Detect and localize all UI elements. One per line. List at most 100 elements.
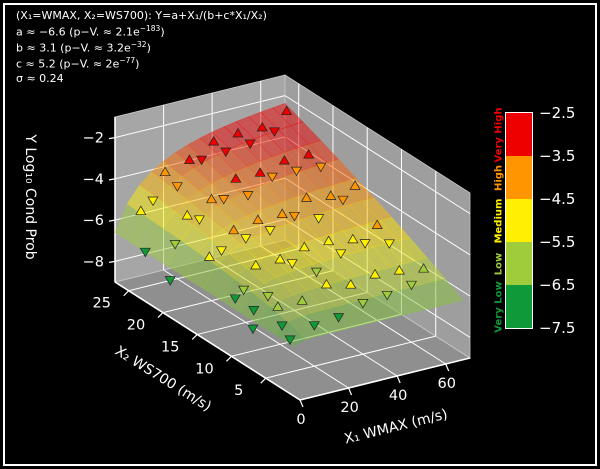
scatter-point <box>300 192 313 202</box>
scatter-point <box>278 155 290 165</box>
z-axis-label: Y Log₁₀ Cond Prob <box>22 134 38 260</box>
scatter-point <box>308 321 320 331</box>
model-param-line: b ≈ 3.1 (p−V. ≈ 3.2e−32) <box>16 39 151 55</box>
scatter-point <box>418 263 430 273</box>
tick-label: −2 <box>83 131 104 147</box>
scatter-point <box>171 182 183 192</box>
colorbar-segment <box>506 285 532 328</box>
colorbar-tick-label: −7.5 <box>539 319 576 337</box>
scatter-point <box>252 214 264 225</box>
scatter-point <box>218 195 230 205</box>
scatter-point <box>244 139 256 150</box>
scatter-point <box>349 180 361 190</box>
colorbar-bar <box>505 112 533 329</box>
scatter-point <box>230 173 242 183</box>
scatter-point <box>276 321 288 331</box>
scatter-point <box>208 136 220 146</box>
scatter-point <box>164 276 176 286</box>
colorbar-segment <box>506 156 532 199</box>
scatter-point <box>280 105 293 116</box>
scatter-point <box>325 190 337 200</box>
scatter-point <box>345 279 357 289</box>
scatter-point <box>337 195 349 206</box>
scatter-point <box>232 127 244 138</box>
scatter-point <box>229 294 241 304</box>
scatter-point <box>266 172 278 183</box>
scatter-point <box>139 247 151 258</box>
scatter-point <box>264 226 276 236</box>
tick-label: 40 <box>389 388 407 404</box>
scatter-point <box>248 306 260 316</box>
tick-labels: 0 20 40 60 5 10 15 20 25 −8 −6 −4 −2 <box>83 131 456 428</box>
scatter-point <box>359 239 371 249</box>
colorbar-tick-label: −2.5 <box>539 104 576 122</box>
scatter-point <box>290 166 303 177</box>
tick-label: 25 <box>92 296 110 312</box>
scatter-point <box>405 280 418 291</box>
tick-label: −4 <box>83 172 104 188</box>
scatter-point <box>381 290 393 301</box>
tick-label: 0 <box>296 412 305 428</box>
scatter-point <box>205 193 218 204</box>
colorbar-tick-label: −5.5 <box>539 233 576 251</box>
scatter-point <box>268 127 281 137</box>
colorbar-category-label: Medium <box>493 198 505 243</box>
scatter-point <box>272 301 284 311</box>
scatter-point <box>220 147 232 158</box>
scatter-point <box>159 166 171 177</box>
scatter-point <box>369 268 381 279</box>
colorbar-tick-label: −4.5 <box>539 190 576 208</box>
scatter-point <box>315 162 327 173</box>
scatter-point <box>228 224 240 235</box>
scatter-point <box>193 215 205 225</box>
colorbar-tick-label: −6.5 <box>539 276 576 294</box>
scatter-point <box>254 167 266 177</box>
scatter-point <box>335 249 347 259</box>
scatter-point <box>298 241 310 252</box>
colorbar-category-label: High <box>493 164 505 191</box>
scatter-point <box>320 278 333 289</box>
tick-label: 60 <box>437 376 455 392</box>
tick-label: 5 <box>234 383 243 399</box>
scatter-points <box>135 105 430 345</box>
colorbar-category-label: Low <box>493 252 505 275</box>
scatter-point <box>181 209 193 220</box>
scatter-point <box>183 154 196 164</box>
scatter-point <box>371 219 383 229</box>
tick-label: 15 <box>161 339 179 355</box>
scatter-point <box>313 214 325 224</box>
model-param-line: c ≈ 5.2 (p−V. ≈ 2e−77) <box>16 55 140 71</box>
model-param-line: a ≈ −6.6 (p−V. ≈ 2.1e−183) <box>16 23 165 39</box>
scatter-point <box>347 233 359 244</box>
scatter-point <box>323 235 335 246</box>
tick-label: 20 <box>340 400 358 416</box>
scatter-point <box>203 251 215 261</box>
axis-edges <box>114 117 471 401</box>
scatter-point <box>262 292 274 302</box>
colorbar-segment <box>506 113 532 156</box>
tick-label: 20 <box>127 318 145 334</box>
scatter-point <box>310 267 323 278</box>
scatter-point <box>195 155 208 166</box>
scatter-point <box>250 259 262 270</box>
tick-label: −8 <box>83 254 104 270</box>
colorbar: Very High High Medium Low Very Low −2.5 −3.5 −4… <box>492 104 592 337</box>
colorbar-category-label: Very Low <box>493 280 505 333</box>
tick-label: 10 <box>195 361 213 377</box>
scatter-point <box>333 313 345 323</box>
scatter-point <box>256 121 268 132</box>
scatter-point <box>240 234 252 244</box>
scatter-point <box>147 196 159 207</box>
scatter-point <box>215 246 228 257</box>
scatter-point <box>296 295 308 305</box>
scatter-point <box>288 211 300 222</box>
scatter-point <box>238 285 250 296</box>
scatter-point <box>303 149 315 159</box>
colorbar-segment <box>506 199 532 242</box>
scatter-point <box>383 239 395 249</box>
colorbar-tick-label: −3.5 <box>539 147 576 165</box>
colorbar-category-label: Very High <box>493 107 505 162</box>
model-formula: (X₁=WMAX, X₂=WS700): Y=a+X₁/(b+c*X₁/X₂) <box>16 9 267 22</box>
